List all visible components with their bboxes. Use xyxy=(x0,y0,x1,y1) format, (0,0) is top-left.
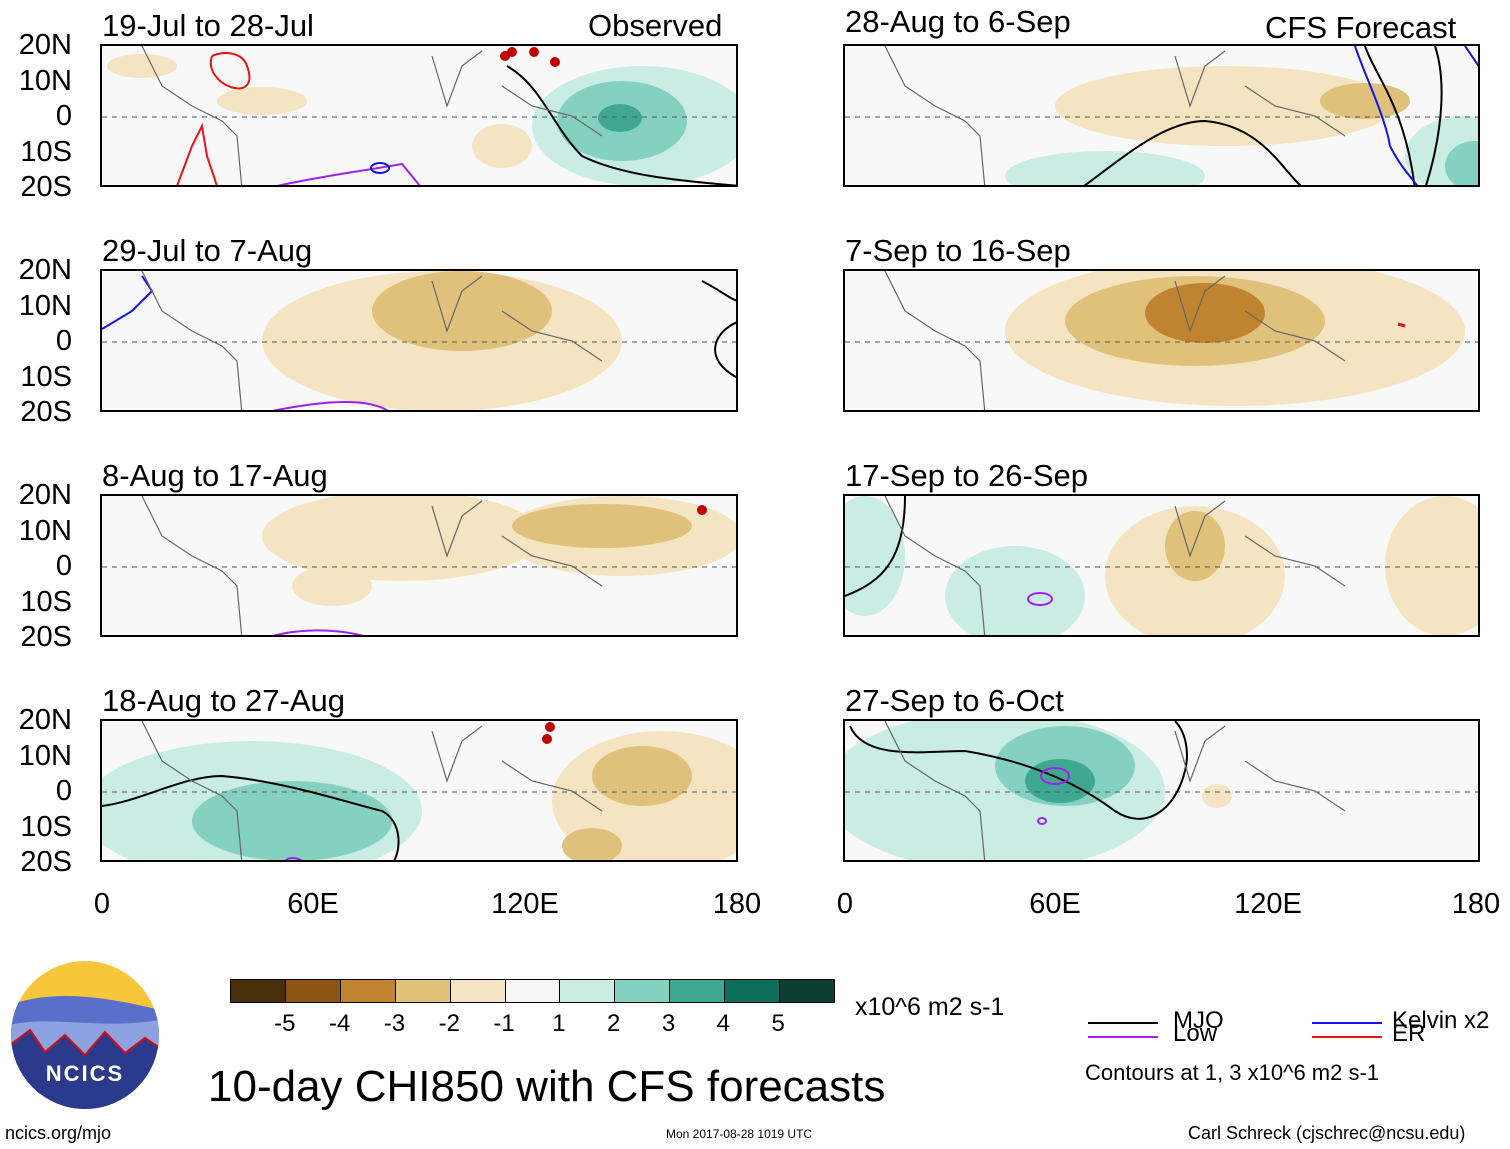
colorbar-swatch xyxy=(669,980,725,1002)
colorbar-swatch xyxy=(614,980,670,1002)
lat-label: 20S xyxy=(20,621,72,653)
panel-6-title: 7-Sep to 16-Sep xyxy=(845,233,1071,268)
lon-label: 180 xyxy=(712,888,762,920)
colorbar-swatch xyxy=(394,980,450,1002)
lon-label: 120E xyxy=(491,888,559,920)
colorbar-tick-label: 4 xyxy=(716,1010,731,1037)
colorbar-tick-label: -5 xyxy=(274,1010,296,1037)
colorbar-swatch xyxy=(724,980,780,1002)
lon-label: 0 xyxy=(93,888,111,920)
colorbar-tick-label: 3 xyxy=(661,1010,676,1037)
main-title: 10-day CHI850 with CFS forecasts xyxy=(208,1062,886,1111)
panel-3-map xyxy=(100,494,738,637)
colorbar-tick-label: -2 xyxy=(438,1010,460,1037)
panel-2-map xyxy=(100,269,738,412)
lat-label: 10S xyxy=(20,361,72,393)
panel-5-map xyxy=(843,44,1480,187)
colorbar-swatch xyxy=(559,980,615,1002)
low-label: Low xyxy=(1173,1020,1218,1047)
colorbar-swatch xyxy=(779,980,834,1002)
low-line-swatch xyxy=(1088,1036,1158,1038)
panel-1-title: 19-Jul to 28-Jul xyxy=(102,8,314,43)
lon-label: 60E xyxy=(1029,888,1081,920)
panel-8-title: 27-Sep to 6-Oct xyxy=(845,683,1064,718)
lat-label: 10N xyxy=(18,65,72,97)
lat-label: 20N xyxy=(18,479,72,511)
lon-label: 120E xyxy=(1234,888,1302,920)
panel-8-map xyxy=(843,719,1480,862)
colorbar-swatch xyxy=(449,980,505,1002)
colorbar-tick-label: 2 xyxy=(607,1010,621,1037)
lat-label: 20N xyxy=(18,29,72,61)
colorbar-tick-label: -1 xyxy=(493,1010,515,1037)
lat-label: 20S xyxy=(20,846,72,878)
panel-7-map xyxy=(843,494,1480,637)
lat-label: 0 xyxy=(55,100,72,132)
panel-4-map xyxy=(100,719,738,862)
lat-label: 0 xyxy=(55,775,72,807)
logo-text: NCICS xyxy=(45,1061,125,1086)
lat-label: 10S xyxy=(20,811,72,843)
colorbar-tick-label: 1 xyxy=(552,1010,566,1037)
lon-label: 180 xyxy=(1451,888,1501,920)
lat-label: 10N xyxy=(18,515,72,547)
colorbar-units: x10^6 m2 s-1 xyxy=(855,993,1005,1021)
lat-label: 10N xyxy=(18,290,72,322)
lat-label: 10S xyxy=(20,586,72,618)
contours-note: Contours at 1, 3 x10^6 m2 s-1 xyxy=(1085,1060,1380,1085)
colorbar xyxy=(230,979,835,1003)
lat-label: 20S xyxy=(20,171,72,203)
panel-1-map xyxy=(100,44,738,187)
lat-label: 20S xyxy=(20,396,72,428)
cfs-forecast-label: CFS Forecast xyxy=(1265,10,1457,45)
panel-2-title: 29-Jul to 7-Aug xyxy=(102,233,313,268)
er-line-swatch xyxy=(1312,1036,1382,1038)
colorbar-tick-label: -3 xyxy=(383,1010,406,1037)
kelvin-label: Kelvin x2 xyxy=(1392,1007,1490,1034)
lat-label: 0 xyxy=(55,550,72,582)
colorbar-swatch xyxy=(284,980,340,1002)
mjo-label: MJO xyxy=(1173,1007,1224,1034)
lat-label: 20N xyxy=(18,254,72,286)
website-link[interactable]: ncics.org/mjo xyxy=(5,1123,112,1143)
author-credit: Carl Schreck (cjschrec@ncsu.edu) xyxy=(1188,1123,1466,1143)
panel-3-title: 8-Aug to 17-Aug xyxy=(102,458,328,493)
panel-7-title: 17-Sep to 26-Sep xyxy=(845,458,1089,493)
lat-label: 0 xyxy=(55,325,72,357)
timestamp: Mon 2017-08-28 1019 UTC xyxy=(666,1127,813,1141)
lat-label: 10S xyxy=(20,136,72,168)
observed-label: Observed xyxy=(588,8,723,43)
colorbar-tick-label: 5 xyxy=(771,1010,785,1037)
ncics-logo: NCICS xyxy=(10,960,160,1110)
panel-5-title: 28-Aug to 6-Sep xyxy=(845,4,1071,39)
lon-label: 0 xyxy=(836,888,854,920)
colorbar-swatch xyxy=(339,980,395,1002)
colorbar-swatch xyxy=(504,980,560,1002)
kelvin-line-swatch xyxy=(1312,1022,1382,1024)
colorbar-tick-label: -4 xyxy=(328,1010,351,1037)
panel-6-map xyxy=(843,269,1480,412)
lat-label: 20N xyxy=(18,704,72,736)
lon-label: 60E xyxy=(287,888,339,920)
colorbar-swatch xyxy=(231,980,285,1002)
er-label: ER xyxy=(1392,1020,1426,1047)
lat-label: 10N xyxy=(18,740,72,772)
mjo-line-swatch xyxy=(1088,1022,1158,1024)
panel-4-title: 18-Aug to 27-Aug xyxy=(102,683,346,718)
